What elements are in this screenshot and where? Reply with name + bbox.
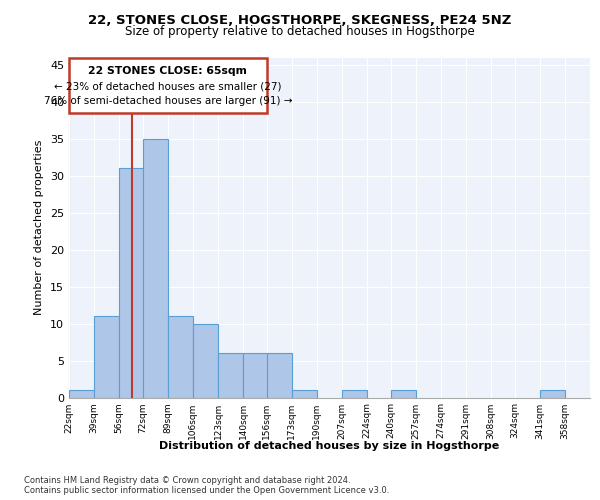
Text: Size of property relative to detached houses in Hogsthorpe: Size of property relative to detached ho… [125,25,475,38]
Bar [539,390,565,398]
Bar [391,390,416,398]
Bar [94,316,119,398]
Bar [342,390,367,398]
Text: 22 STONES CLOSE: 65sqm: 22 STONES CLOSE: 65sqm [88,66,247,76]
Y-axis label: Number of detached properties: Number of detached properties [34,140,44,315]
Text: 76% of semi-detached houses are larger (91) →: 76% of semi-detached houses are larger (… [44,96,292,106]
Text: Contains public sector information licensed under the Open Government Licence v3: Contains public sector information licen… [24,486,389,495]
Bar [143,139,168,398]
Bar [193,324,218,398]
FancyBboxPatch shape [69,58,266,113]
Bar [218,353,243,398]
Bar [292,390,317,398]
Text: Distribution of detached houses by size in Hogsthorpe: Distribution of detached houses by size … [159,441,500,451]
Text: 22, STONES CLOSE, HOGSTHORPE, SKEGNESS, PE24 5NZ: 22, STONES CLOSE, HOGSTHORPE, SKEGNESS, … [88,14,512,27]
Text: ← 23% of detached houses are smaller (27): ← 23% of detached houses are smaller (27… [54,81,281,91]
Bar [69,390,94,398]
Bar [266,353,292,398]
Bar [119,168,144,398]
Bar [243,353,268,398]
Bar [168,316,193,398]
Text: Contains HM Land Registry data © Crown copyright and database right 2024.: Contains HM Land Registry data © Crown c… [24,476,350,485]
